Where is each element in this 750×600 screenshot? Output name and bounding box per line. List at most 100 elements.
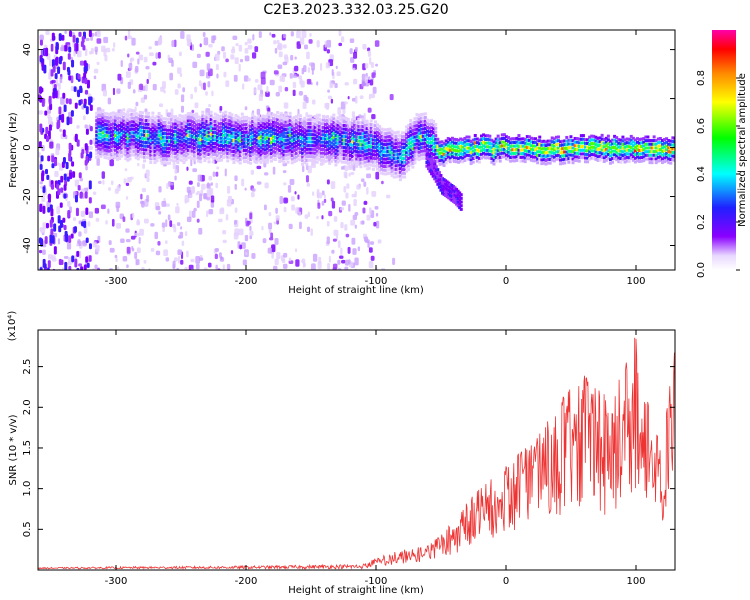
spectrogram-band-cell xyxy=(107,116,111,120)
spectrogram-band-cell xyxy=(157,123,161,127)
spectrogram-band-cell xyxy=(309,151,313,155)
spectrogram-noise-cell xyxy=(51,257,57,262)
spectrogram-band-cell xyxy=(190,131,194,135)
spectrogram-band-cell xyxy=(224,121,228,125)
spectrogram-band-cell xyxy=(134,148,138,152)
spectrogram-band-cell xyxy=(288,141,292,145)
spectrogram-band-cell xyxy=(282,127,286,131)
spectrogram-noise-cell xyxy=(38,249,43,254)
spectrogram-band-cell xyxy=(396,130,400,134)
spectrogram-band-cell xyxy=(417,158,421,162)
spectrogram-band-cell xyxy=(230,135,234,139)
spectrogram-band-cell xyxy=(205,138,209,142)
spectrogram-x-tick-label: 100 xyxy=(626,276,645,287)
spectrogram-band-cell xyxy=(251,149,255,153)
spectrogram-noise-cell xyxy=(251,52,257,59)
spectrogram-band-cell xyxy=(288,119,292,123)
spectrogram-band-cell xyxy=(267,145,271,149)
spectrogram-band-cell xyxy=(633,153,637,157)
spectrogram-noise-cell xyxy=(325,62,330,69)
spectrogram-band-cell xyxy=(442,149,446,153)
spectrogram-noise-cell xyxy=(103,36,109,44)
spectrogram-band-cell xyxy=(492,155,496,159)
spectrogram-band-cell xyxy=(274,150,278,154)
spectrogram-band-cell xyxy=(596,158,600,162)
spectrogram-band-cell xyxy=(197,152,201,156)
spectrogram-band-cell xyxy=(303,135,307,139)
spectrogram-band-cell xyxy=(353,123,357,127)
spectrogram-band-cell xyxy=(103,133,107,137)
spectrogram-band-cell xyxy=(644,146,648,150)
spectrogram-band-cell xyxy=(606,141,610,145)
spectrogram-band-cell xyxy=(363,153,367,157)
spectrogram-band-cell xyxy=(502,133,506,137)
spectrogram-band-cell xyxy=(257,144,261,148)
spectrogram-band-cell xyxy=(573,147,577,151)
spectrogram-band-cell xyxy=(573,155,577,159)
spectrogram-noise-cell xyxy=(83,264,87,270)
spectrogram-band-cell xyxy=(195,149,199,153)
spectrogram-band-cell xyxy=(602,138,606,142)
spectrogram-band-cell xyxy=(411,143,415,147)
spectrogram-noise-cell xyxy=(165,219,168,228)
spectrogram-band-cell xyxy=(556,157,560,161)
spectrogram-band-cell xyxy=(130,112,134,116)
spectrogram-noise-cell xyxy=(191,210,196,218)
spectrogram-band-cell xyxy=(384,168,388,172)
spectrogram-band-cell xyxy=(222,155,226,159)
spectrogram-band-cell xyxy=(388,160,392,164)
spectrogram-noise-cell xyxy=(39,39,43,46)
spectrogram-band-cell xyxy=(588,154,592,158)
spectrogram-band-cell xyxy=(434,130,438,134)
spectrogram-band-cell xyxy=(390,140,394,144)
spectrogram-noise-cell xyxy=(82,45,86,51)
spectrogram-band-cell xyxy=(642,137,646,141)
spectrogram-band-cell xyxy=(205,130,209,134)
spectrogram-band-cell xyxy=(101,116,105,120)
spectrogram-band-cell xyxy=(178,125,182,129)
spectrogram-band-cell xyxy=(286,123,290,127)
spectrogram-band-cell xyxy=(211,138,215,142)
spectrogram-band-cell xyxy=(627,137,631,141)
spectrogram-band-cell xyxy=(251,112,255,116)
spectrogram-band-cell xyxy=(536,146,540,150)
spectrogram-band-cell xyxy=(334,163,338,167)
spectrogram-band-cell xyxy=(665,159,669,163)
spectrogram-band-cell xyxy=(396,152,400,156)
spectrogram-band-cell xyxy=(159,158,163,162)
spectrogram-noise-cell xyxy=(70,110,74,117)
spectrogram-noise-cell xyxy=(369,207,372,215)
spectrogram-band-cell xyxy=(390,166,394,170)
spectrogram-band-cell xyxy=(336,127,340,131)
spectrogram-band-cell xyxy=(101,149,105,153)
spectrogram-band-cell xyxy=(284,139,288,143)
spectrogram-band-cell xyxy=(157,126,161,130)
spectrogram-band-cell xyxy=(423,130,427,134)
spectrogram-noise-cell xyxy=(303,94,308,102)
spectrogram-band-cell xyxy=(242,123,246,127)
spectrogram-band-cell xyxy=(105,130,109,134)
spectrogram-band-cell xyxy=(507,147,511,151)
spectrogram-noise-cell xyxy=(127,35,133,40)
spectrogram-band-cell xyxy=(581,156,585,160)
spectrogram-band-cell xyxy=(415,131,419,135)
spectrogram-noise-cell xyxy=(88,211,94,219)
spectrogram-band-cell xyxy=(430,140,434,144)
spectrogram-noise-cell xyxy=(288,223,293,230)
spectrogram-noise-cell xyxy=(277,64,283,69)
spectrogram-band-cell xyxy=(226,137,230,141)
spectrogram-band-cell xyxy=(217,159,221,163)
spectrogram-noise-cell xyxy=(177,83,181,89)
spectrogram-band-cell xyxy=(571,153,575,157)
spectrogram-band-cell xyxy=(278,156,282,160)
spectrogram-noise-cell xyxy=(186,166,189,171)
spectrogram-band-cell xyxy=(536,157,540,161)
spectrogram-band-cell xyxy=(138,114,142,118)
spectrogram-noise-cell xyxy=(113,42,116,48)
spectrogram-band-cell xyxy=(130,145,134,149)
spectrogram-noise-cell xyxy=(321,215,324,220)
spectrogram-band-cell xyxy=(502,140,506,144)
spectrogram-band-cell xyxy=(140,144,144,148)
spectrogram-band-cell xyxy=(280,118,284,122)
spectrogram-band-cell xyxy=(319,125,323,129)
